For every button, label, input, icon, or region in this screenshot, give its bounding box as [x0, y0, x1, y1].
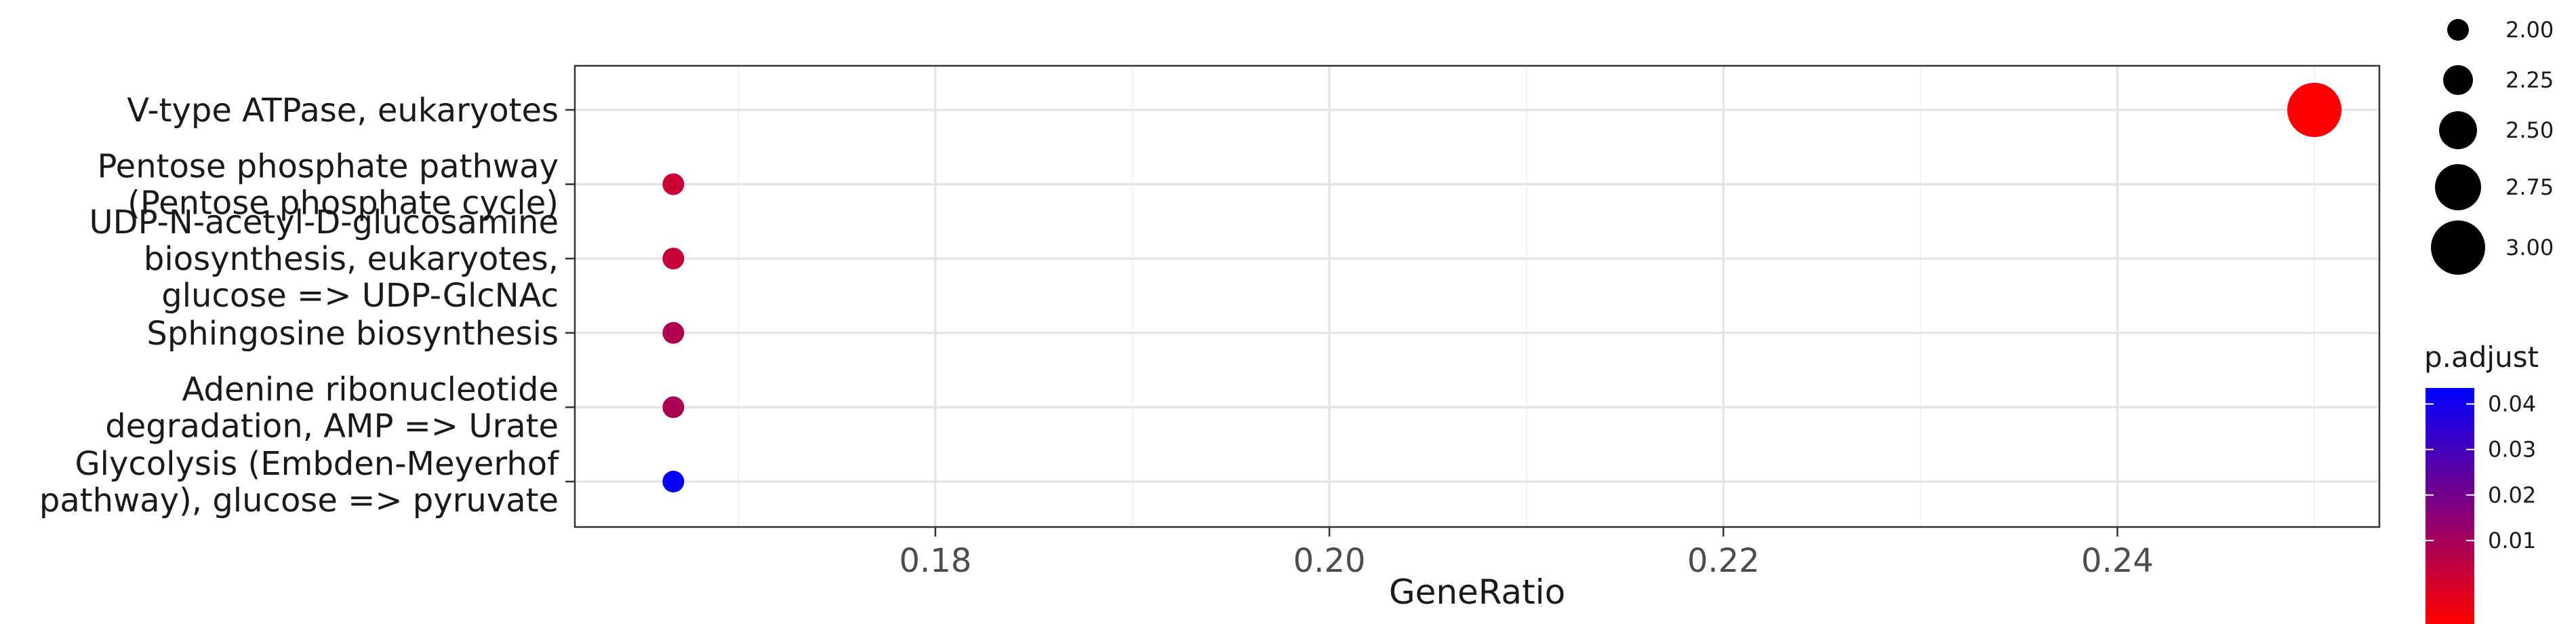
color-legend: p.adjust 0.01 0.02 0.03 0.04: [2424, 340, 2539, 624]
y-tick-label-line: (Pentose phosphate cycle): [127, 184, 559, 222]
color-legend-label: 0.03: [2488, 437, 2536, 463]
y-tick-label: Adenine ribonucleotide degradation, AMP =…: [105, 370, 559, 445]
color-legend-bar: [2426, 388, 2474, 624]
y-tick-label: Sphingosine biosynthesis: [146, 315, 559, 353]
size-legend-key: [2439, 111, 2477, 149]
color-legend-title: p.adjust: [2424, 340, 2539, 374]
x-tick-label: 0.22: [1687, 542, 1760, 580]
y-tick-label: UDP-N-acetyl-D-glucosamine biosynthesis, …: [89, 203, 559, 315]
plot-panel: [573, 64, 2381, 528]
y-tick-label-line: degradation, AMP => Urate: [105, 407, 559, 445]
color-legend-label: 0.01: [2488, 528, 2536, 553]
x-tick-label: 0.24: [2081, 542, 2154, 580]
size-legend-label: 2.00: [2505, 17, 2554, 43]
data-point: [662, 248, 685, 270]
x-axis-title: GeneRatio: [1389, 572, 1565, 612]
y-tick-label-line: biosynthesis, eukaryotes,: [144, 240, 559, 278]
data-point: [662, 173, 685, 195]
y-tick-label-line: pathway), glucose => pyruvate: [39, 482, 559, 520]
size-legend-label: 2.50: [2505, 117, 2554, 143]
y-tick-label-line: Sphingosine biosynthesis: [146, 315, 559, 353]
data-point: [662, 396, 685, 418]
x-tick-label: 0.20: [1293, 542, 1366, 580]
size-legend-label: 2.75: [2505, 174, 2554, 200]
data-point: [2287, 83, 2342, 137]
size-legend-key: [2447, 19, 2469, 41]
data-point: [662, 321, 685, 344]
y-axis: V-type ATPase, eukaryotes Pentose phospha…: [39, 92, 575, 520]
color-legend-label: 0.04: [2488, 391, 2536, 417]
y-tick-label-line: Pentose phosphate pathway: [97, 148, 559, 186]
size-legend-key: [2443, 65, 2473, 95]
size-legend-key: [2431, 220, 2485, 275]
y-tick-label-line: Glycolysis (Embden-Meyerhof: [75, 445, 559, 483]
y-tick-label: V-type ATPase, eukaryotes: [127, 92, 559, 130]
size-legend-label: 3.00: [2505, 235, 2554, 260]
x-tick-label: 0.18: [899, 542, 971, 580]
x-axis: 0.18 0.20 0.22 0.24 GeneRatio: [899, 527, 2154, 612]
panel-border: [573, 64, 2381, 528]
y-tick-label-line: UDP-N-acetyl-D-glucosamine: [89, 203, 559, 241]
color-legend-label: 0.02: [2488, 482, 2536, 508]
y-tick-label: Pentose phosphate pathway (Pentose phosph…: [97, 148, 559, 222]
y-tick-label-line: Adenine ribonucleotide: [182, 370, 559, 408]
size-legend-key: [2435, 164, 2481, 210]
y-tick-label-line: glucose => UDP-GlcNAc: [161, 277, 559, 315]
size-legend-label: 2.25: [2505, 67, 2554, 93]
size-legend: 2.00 2.25 2.50 2.75 3.00: [2431, 17, 2554, 275]
data-point: [662, 471, 685, 492]
y-tick-label: Glycolysis (Embden-Meyerhof pathway), glu…: [39, 445, 559, 520]
y-tick-label-line: V-type ATPase, eukaryotes: [127, 92, 559, 130]
